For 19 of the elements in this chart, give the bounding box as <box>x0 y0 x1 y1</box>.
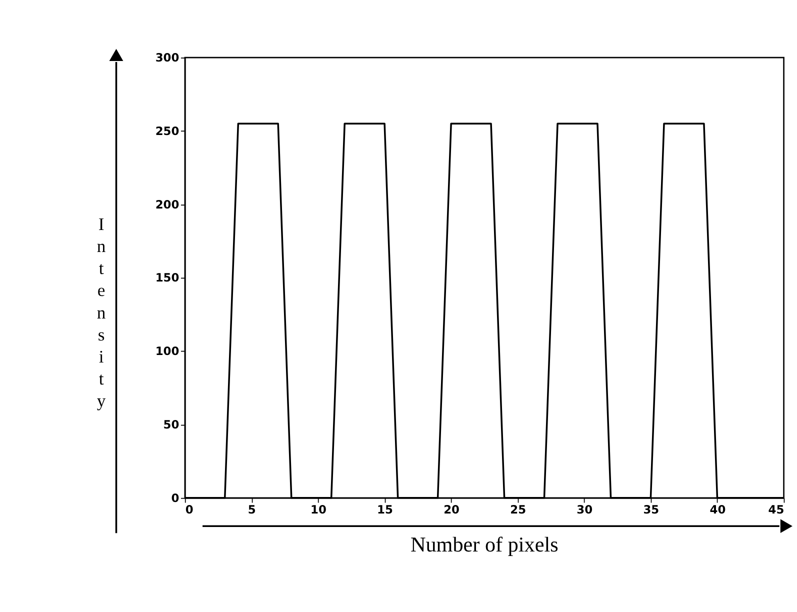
x-tick-label: 20 <box>444 502 460 516</box>
text: Intensity <box>96 214 106 410</box>
y-tick-label: 300 <box>155 50 180 65</box>
x-tick-label: 30 <box>576 502 593 516</box>
y-tick-label: 250 <box>155 124 180 138</box>
x-axis-title: Number of pixels <box>410 532 558 557</box>
x-tick-label: 0 <box>185 502 194 516</box>
x-tick-label: 45 <box>768 502 784 516</box>
x-tick-label: 5 <box>248 502 256 516</box>
x-tick-label: 25 <box>510 502 526 516</box>
x-tick-label: 15 <box>377 502 393 516</box>
x-tick-label: 40 <box>710 502 726 516</box>
x-tick-label: 35 <box>643 502 660 516</box>
y-tick-label: 150 <box>155 270 180 285</box>
y-tick-label: 50 <box>163 417 180 432</box>
y-tick-label: 0 <box>171 490 180 505</box>
x-tick-label: 10 <box>310 502 326 516</box>
y-tick-label: 100 <box>155 344 180 358</box>
y-tick-label: 200 <box>155 197 180 212</box>
